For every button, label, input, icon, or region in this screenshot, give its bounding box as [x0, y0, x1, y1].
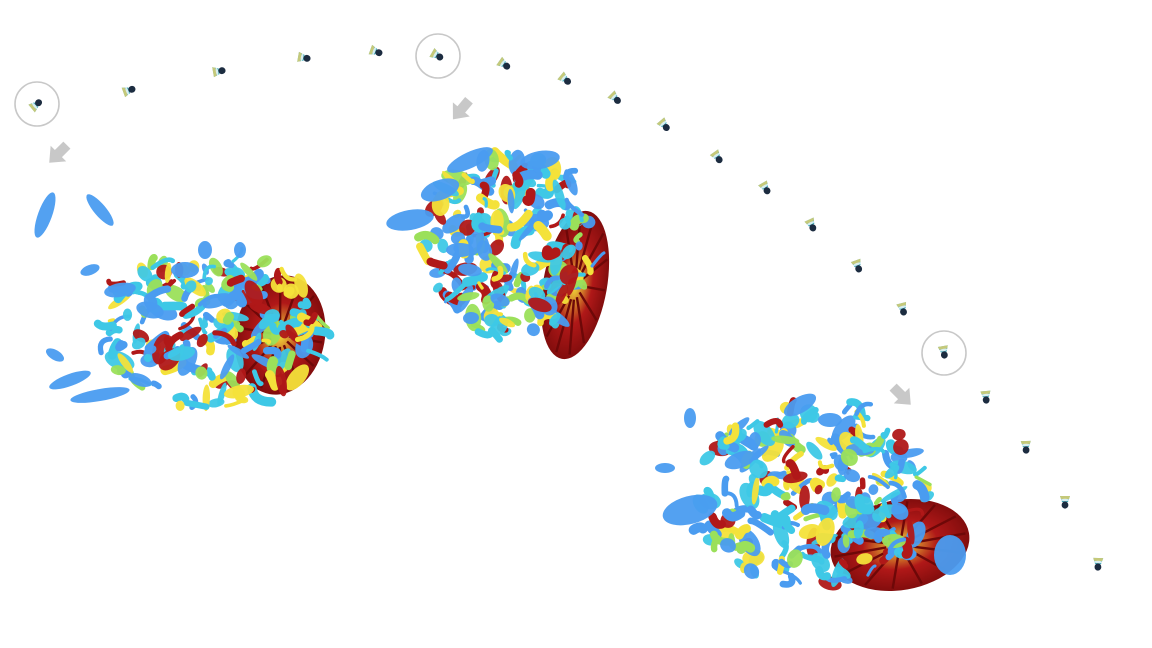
shuttlecock-icon — [980, 390, 991, 404]
vortex-visualization-apex — [386, 147, 610, 360]
shuttlecock-icon — [804, 217, 817, 232]
arrows — [49, 97, 911, 405]
vortex-wisps — [655, 393, 966, 575]
shuttlecock-icon — [297, 51, 311, 62]
shuttlecock-icon — [607, 90, 621, 104]
shuttlecock-icon — [368, 44, 383, 57]
shuttlecock-icon — [212, 67, 226, 78]
shuttlecock-icon — [896, 301, 907, 316]
shuttlecock-icon — [709, 149, 723, 164]
shuttlecock-icon — [496, 56, 511, 70]
vortex-visualization-start — [34, 192, 335, 412]
highlight-circle-apex — [415, 33, 461, 79]
shuttlecock-icon — [28, 99, 43, 113]
vortex-cloud — [93, 246, 335, 412]
trajectory — [28, 44, 1104, 571]
vortex-cloud — [688, 397, 934, 591]
highlight-circle-descent — [921, 330, 967, 376]
arrow-down-right-icon — [49, 141, 71, 163]
shuttlecock-icon — [121, 85, 136, 98]
vortex-visualization-descent — [655, 393, 970, 591]
shuttlecock-icon — [937, 345, 948, 359]
shuttlecock-icon — [656, 117, 670, 132]
highlight-markers — [14, 33, 967, 376]
arrow-down-right-icon — [452, 97, 473, 120]
vortex-wisps — [386, 147, 560, 307]
vortex-wisps — [34, 192, 246, 403]
arrow-down-left-icon — [889, 383, 911, 405]
shuttlecock-icon — [1060, 496, 1070, 509]
shuttlecock-icon — [850, 258, 863, 273]
shuttlecock-icon — [429, 48, 444, 61]
shuttlecock-icon — [1093, 557, 1104, 571]
shuttlecock-icon — [1020, 440, 1031, 454]
shuttlecock-icon — [557, 71, 572, 85]
highlight-circle-start — [14, 81, 60, 127]
shuttlecock-icon — [758, 180, 771, 195]
